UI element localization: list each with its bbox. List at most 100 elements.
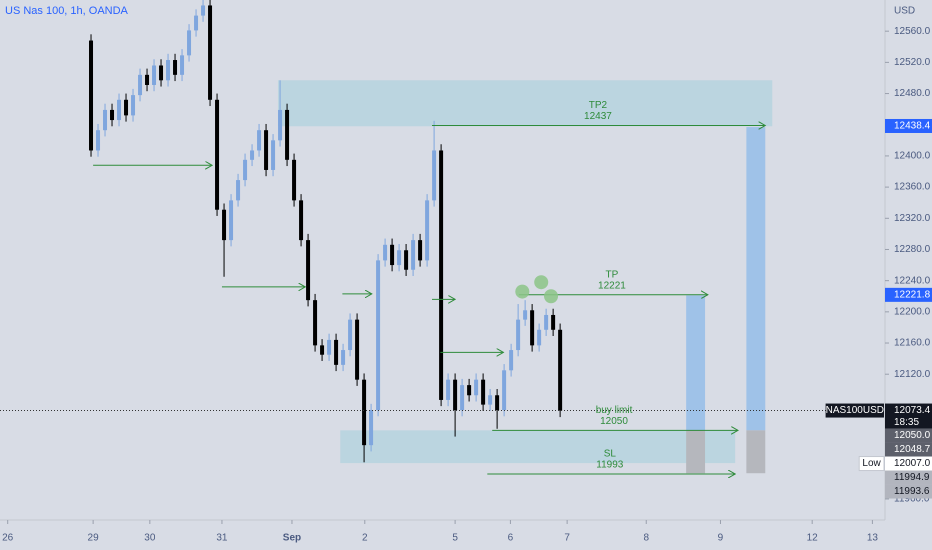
candle-body — [145, 74, 150, 85]
price-tag-label: 12073.4 — [894, 405, 931, 416]
candle-body — [509, 350, 514, 371]
candle-body — [453, 379, 458, 411]
x-tick-label: 5 — [452, 533, 458, 544]
candle-body — [257, 130, 262, 151]
price-tag — [885, 484, 932, 499]
annotation-name: TP2 — [589, 100, 608, 111]
annotation-name: SL — [604, 449, 617, 460]
price-tag-label: 12221.8 — [894, 289, 931, 300]
candle-body — [117, 99, 122, 121]
candle-body — [327, 339, 332, 355]
price-tag-name-box — [858, 456, 885, 472]
candle-body — [432, 150, 437, 201]
price-tag-label: 12048.7 — [894, 444, 931, 455]
candle-body — [159, 65, 164, 81]
candle-body — [362, 379, 367, 446]
price-tag-label: 12050.0 — [894, 430, 931, 441]
price-tag — [885, 442, 932, 457]
y-tick-label: 12400.0 — [894, 151, 931, 162]
candle-body — [152, 65, 157, 85]
price-tag-label: 11993.6 — [894, 486, 930, 497]
zone — [277, 80, 773, 127]
x-tick-label: 12 — [807, 533, 819, 544]
y-tick-label: 12120.0 — [894, 369, 931, 380]
price-tag — [885, 456, 932, 471]
price-tag-label: 11994.9 — [894, 472, 930, 483]
x-tick-label: 29 — [88, 533, 100, 544]
candle-body — [96, 130, 101, 151]
y-axis-label: USD — [894, 6, 915, 17]
price-tag — [885, 470, 932, 485]
candle-body — [334, 339, 339, 365]
annotation-value: 12050 — [600, 416, 628, 427]
y-tick-label: 12320.0 — [894, 213, 931, 224]
candle-body — [110, 109, 115, 121]
y-tick-label: 12200.0 — [894, 306, 931, 317]
annotation-name: buy limit — [596, 405, 633, 416]
x-tick-label: 31 — [216, 533, 228, 544]
annotation-name: TP — [606, 269, 619, 280]
candle-body — [348, 319, 353, 351]
candle-body — [299, 200, 304, 241]
candle-body — [229, 200, 234, 241]
price-tag-name-box — [825, 403, 884, 418]
y-tick-label: 12480.0 — [894, 88, 931, 99]
candle-body — [418, 240, 423, 261]
candle-body — [103, 109, 108, 131]
candle-body — [558, 329, 563, 411]
zone — [340, 430, 736, 464]
candle-body — [264, 130, 269, 170]
candle-body — [390, 244, 395, 266]
x-tick-label: 26 — [2, 533, 14, 544]
candle-body — [166, 60, 171, 81]
y-tick-label: 11960.0 — [894, 494, 930, 505]
candle-body — [544, 314, 549, 330]
y-tick-label: 12240.0 — [894, 275, 931, 286]
candle-body — [474, 379, 479, 396]
candle-body — [439, 150, 444, 400]
price-tag-name: NAS100USD — [826, 405, 884, 416]
annotation-value: 12221 — [598, 280, 626, 291]
x-tick-label: 2 — [362, 533, 368, 544]
candle-body — [278, 109, 283, 141]
candle-body — [222, 209, 227, 241]
candle-body — [124, 99, 129, 116]
price-tag-time: 18:35 — [894, 417, 919, 428]
price-tag-label: 12007.0 — [894, 458, 931, 469]
price-tag — [885, 428, 932, 443]
y-tick-label: 12360.0 — [894, 182, 931, 193]
candle-body — [404, 250, 409, 270]
candle-body — [187, 30, 192, 56]
candle-body — [523, 310, 528, 320]
candle-body — [236, 180, 241, 201]
x-tick-label: 8 — [643, 533, 649, 544]
candle-body — [131, 95, 136, 116]
candle-body — [208, 5, 213, 100]
candle-body — [411, 240, 416, 270]
candle-body — [173, 60, 178, 75]
candle-body — [376, 260, 381, 411]
candle-body — [89, 40, 94, 151]
candle-body — [551, 314, 556, 330]
candle-body — [516, 319, 521, 351]
x-tick-label: 30 — [144, 533, 156, 544]
candle-body — [537, 329, 542, 346]
candle-body — [341, 350, 346, 365]
chart-title: US Nas 100, 1h, OANDA — [5, 5, 129, 17]
stop-bar — [686, 430, 706, 474]
marker — [534, 275, 549, 290]
x-tick-label: Sep — [283, 533, 301, 544]
price-tag-name: Low — [862, 458, 881, 469]
candle-body — [425, 200, 430, 261]
candle-body — [369, 410, 374, 446]
annotation-value: 12437 — [584, 111, 612, 122]
candle-body — [285, 109, 290, 160]
target-bar — [686, 295, 706, 431]
candle-body — [292, 159, 297, 201]
candle-body — [355, 319, 360, 380]
candle-body — [138, 74, 143, 96]
target-bar — [746, 127, 766, 431]
candle-body — [306, 240, 311, 301]
candle-body — [460, 385, 465, 411]
